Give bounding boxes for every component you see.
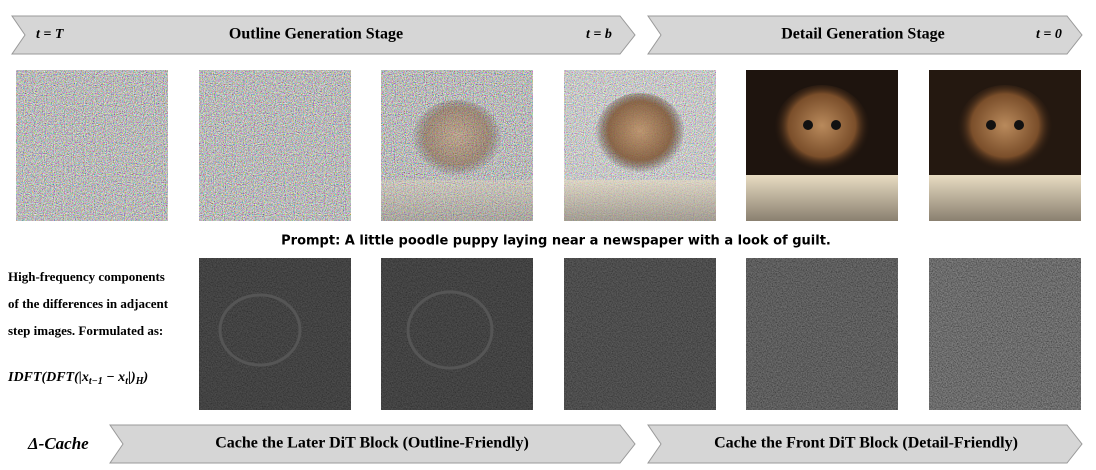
formula-part: IDFT(DFT(|x (7, 370, 89, 385)
formula-part: ) (142, 370, 149, 385)
image (199, 70, 351, 221)
strategy-arrow (647, 424, 1083, 464)
description-line: High-frequency components (8, 269, 165, 284)
image (381, 258, 533, 410)
image (199, 258, 351, 410)
method-name: Δ-Cache (27, 434, 89, 453)
frequency-images (199, 258, 1081, 410)
prompt: Prompt: A little poodle puppy laying nea… (281, 234, 831, 249)
formula-part: |) (128, 370, 136, 385)
generated-images (16, 70, 1081, 221)
formula: IDFT(DFT(|xt−1 − xt|)H) (7, 370, 148, 387)
description-line: of the differences in adjacent (8, 296, 169, 311)
formula-part: − x (103, 370, 125, 385)
image (929, 70, 1081, 221)
image (381, 70, 533, 221)
time-label: t = 0 (1036, 27, 1062, 42)
strategy-label: Cache the Front DiT Block (Detail-Friend… (714, 435, 1018, 452)
time-label: t = T (36, 27, 65, 42)
image (929, 258, 1081, 410)
stage-label: Outline Generation Stage (229, 26, 403, 43)
image (746, 70, 898, 221)
image (746, 258, 898, 410)
strategy-label: Cache the Later DiT Block (Outline-Frien… (215, 435, 529, 452)
formula-sub: H (135, 376, 145, 387)
description-line: step images. Formulated as: (8, 323, 163, 338)
formula-sub: t−1 (89, 376, 103, 387)
stage-arrow (11, 15, 636, 55)
time-label: t = b (586, 27, 612, 42)
image (16, 70, 168, 221)
strategy-arrow (109, 424, 636, 464)
image (564, 258, 716, 410)
image (564, 70, 716, 221)
formula-sub: t (125, 376, 129, 387)
stage-arrow (647, 15, 1083, 55)
stage-label: Detail Generation Stage (781, 26, 945, 43)
